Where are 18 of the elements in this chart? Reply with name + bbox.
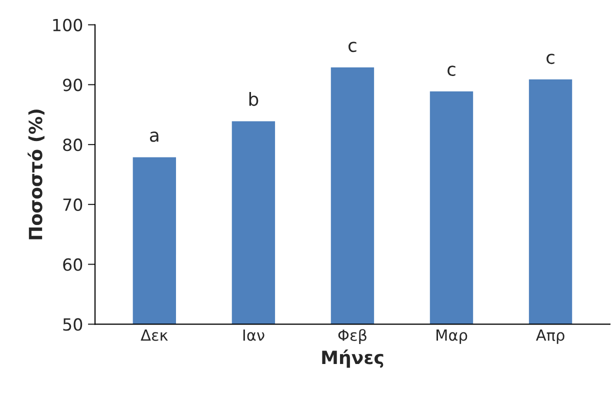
x-tick-label: Ιαν bbox=[243, 330, 264, 341]
x-tick-label: Δεκ bbox=[140, 330, 168, 341]
y-tick-label: 60 bbox=[63, 258, 82, 271]
y-tick-label: 100 bbox=[53, 18, 82, 32]
x-tick-label: Μαρ bbox=[436, 330, 468, 344]
y-tick-label: 80 bbox=[63, 138, 82, 152]
annotation: c bbox=[546, 54, 554, 64]
y-tick-label: 70 bbox=[63, 198, 82, 212]
annotation: a bbox=[150, 132, 158, 142]
x-tick-label: Απρ bbox=[536, 330, 564, 344]
x-tick-label: Φεβ bbox=[338, 329, 366, 344]
y-tick-label: 50 bbox=[63, 318, 82, 331]
annotation: b bbox=[249, 92, 258, 106]
y-tick-label: 90 bbox=[63, 78, 82, 92]
annotation: c bbox=[448, 66, 456, 76]
x-axis-title: Μήνες bbox=[322, 350, 384, 368]
annotation: c bbox=[348, 42, 356, 52]
y-axis-title: Ποσοστό (%) bbox=[28, 110, 44, 240]
